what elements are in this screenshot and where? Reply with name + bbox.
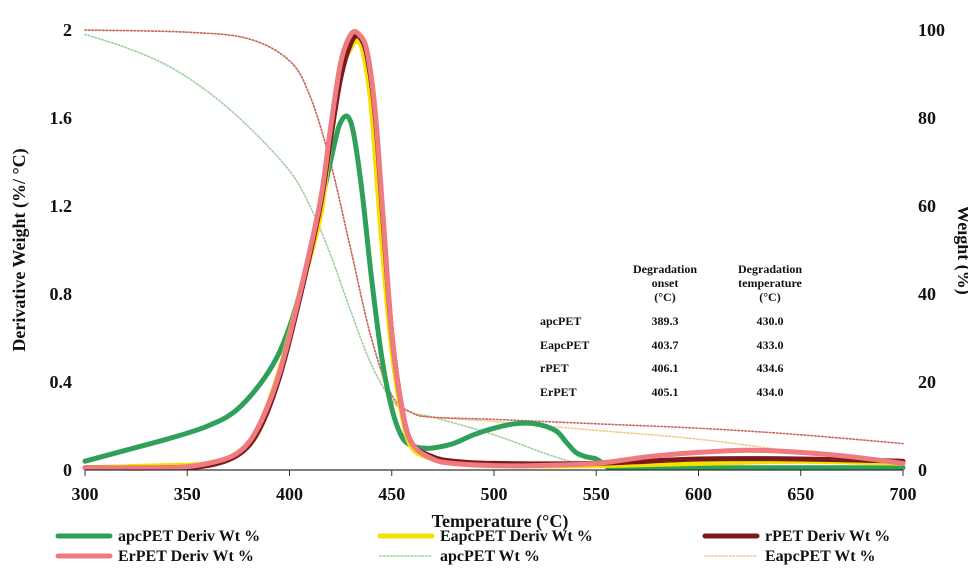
table-header-onset-line3: (°C) [654,290,675,304]
legend-entry: apcPET Wt % [379,548,540,565]
table-row-temperature: 434.6 [757,361,784,375]
legend-entry: EapcPET Deriv Wt % [377,528,593,545]
legend-entry: rPET Deriv Wt % [702,528,890,545]
y-right-tick-label: 20 [918,372,936,392]
y-right-tick-label: 80 [918,108,936,128]
weight-curves [84,29,904,470]
table-header-temp-line3: (°C) [759,290,780,304]
legend-entry: ErPET Deriv Wt % [55,548,254,565]
y-left-tick-label: 1.2 [50,196,73,216]
x-tick-label: 300 [72,484,99,504]
table-row-onset: 403.7 [652,338,679,352]
x-axis-ticks: 300 350 400 450 500 550 600 650 700 [72,470,917,504]
y-left-tick-label: 0.8 [50,284,73,304]
series-line-erpet-deriv-wt [82,29,906,471]
legend-label: rPET Deriv Wt % [765,528,890,545]
table-header-temp-line1: Degradation [738,262,802,276]
y-right-tick-label: 100 [918,20,945,40]
table-row-onset: 406.1 [652,361,679,375]
table-row-sample: ErPET [540,385,577,399]
legend-label: EapcPET Wt % [765,548,876,565]
table-row-temperature: 430.0 [757,314,784,328]
x-tick-label: 650 [787,484,814,504]
x-axis-title: Temperature (°C) [432,511,569,532]
y-left-tick-label: 0.4 [50,372,73,392]
x-tick-label: 550 [583,484,610,504]
x-tick-label: 350 [174,484,201,504]
y-right-axis-ticks: 0 20 40 60 80 100 [918,20,945,480]
table-row-sample: EapcPET [540,338,589,352]
table-row-onset: 389.3 [652,314,679,328]
table-row-sample: apcPET [540,314,581,328]
y-right-tick-label: 40 [918,284,936,304]
table-row-temperature: 433.0 [757,338,784,352]
y-left-tick-label: 0 [63,460,72,480]
y-right-tick-label: 60 [918,196,936,216]
table-header-onset-line2: onset [652,276,679,290]
x-tick-label: 450 [378,484,405,504]
table-row-sample: rPET [540,361,569,375]
legend: apcPET Deriv Wt % EapcPET Deriv Wt % rPET … [55,528,890,565]
series-line-eapcpet-wt [84,29,904,467]
legend-label: EapcPET Deriv Wt % [440,528,593,545]
x-tick-label: 600 [685,484,712,504]
legend-entry: EapcPET Wt % [704,548,876,565]
y-right-tick-label: 0 [918,460,927,480]
x-tick-label: 400 [276,484,303,504]
degradation-table: Degradation onset (°C) Degradation tempe… [540,262,803,399]
series-line-apcpet-wt [84,33,904,470]
y-left-tick-label: 1.6 [50,108,73,128]
table-row-onset: 405.1 [652,385,679,399]
derivative-curves [82,29,906,471]
y-left-axis-title: Derivative Weight (%/ °C) [9,148,30,351]
axes: 300 350 400 450 500 550 600 650 700 00.40.81.21.… [50,20,946,504]
x-tick-label: 700 [890,484,917,504]
y-left-tick-label: 2 [63,20,72,40]
x-tick-label: 500 [481,484,508,504]
y-right-axis-title: Weight (%) [953,205,968,295]
series-line-eapcpet-deriv-wt [82,38,906,471]
legend-entry: apcPET Deriv Wt % [55,528,260,545]
legend-label: apcPET Wt % [440,548,540,565]
table-header-temp-line2: temperature [738,276,802,290]
table-row-temperature: 434.0 [757,385,784,399]
y-left-axis-ticks: 0 0.4 0.8 1.2 1.6 2 [50,20,73,480]
legend-label: apcPET Deriv Wt % [118,528,260,545]
table-header-onset-line1: Degradation [633,262,697,276]
legend-label: ErPET Deriv Wt % [118,548,254,565]
series-line-rpet-deriv-wt [82,33,906,471]
